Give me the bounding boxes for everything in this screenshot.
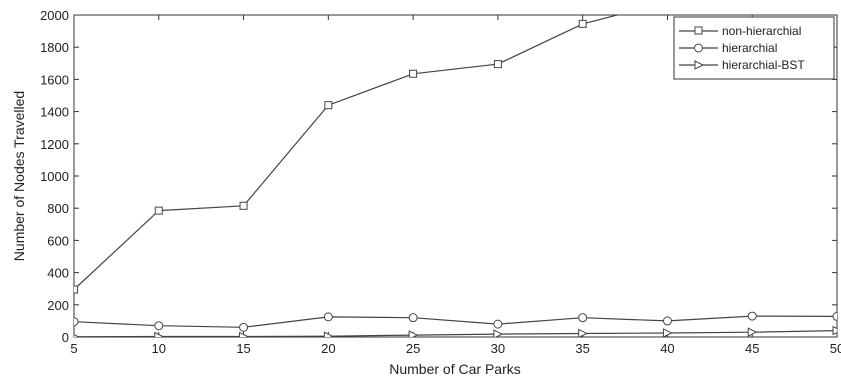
x-tick-label: 50 — [830, 341, 841, 356]
data-point-hierarchial — [323, 312, 333, 322]
data-point-non-hierarchial — [324, 101, 333, 110]
data-point-hierarchial — [74, 317, 79, 327]
legend-marker-circle-icon — [694, 43, 703, 53]
y-tick-label: 1400 — [40, 105, 69, 120]
data-point-hierarchial-bst — [578, 328, 588, 337]
legend-label-hierarchial: hierarchial — [722, 41, 777, 55]
x-tick-label: 5 — [70, 341, 77, 356]
x-axis-title: Number of Car Parks — [389, 361, 520, 377]
data-point-hierarchial-bst — [747, 327, 758, 337]
y-tick-label: 1000 — [40, 169, 69, 184]
x-axis-ticks: 5 10 15 20 25 30 35 40 45 50 — [70, 15, 841, 356]
y-tick-label: 2000 — [40, 8, 69, 23]
data-point-non-hierarchial — [578, 19, 587, 28]
y-tick-label: 200 — [47, 298, 69, 313]
data-point-hierarchial — [408, 313, 418, 323]
data-point-non-hierarchial — [493, 60, 502, 69]
x-tick-label: 45 — [745, 341, 759, 356]
data-point-hierarchial — [578, 313, 588, 323]
data-point-hierarchial-bst — [74, 334, 80, 337]
legend-label-hierarchial-bst: hierarchial-BST — [722, 58, 805, 72]
y-tick-label: 1200 — [40, 137, 69, 152]
data-point-hierarchial-bst — [408, 330, 419, 337]
data-point-non-hierarchial — [664, 0, 671, 6]
data-point-hierarchial — [662, 316, 672, 326]
data-point-hierarchial-bst — [832, 325, 837, 336]
series-line-non-hierarchial — [74, 15, 620, 290]
data-point-hierarchial — [747, 311, 757, 321]
x-tick-label: 10 — [152, 341, 166, 356]
y-tick-label: 800 — [47, 201, 69, 216]
data-point-non-hierarchial — [154, 206, 163, 215]
y-tick-label: 400 — [47, 266, 69, 281]
data-point-hierarchial — [154, 321, 164, 331]
legend-item-non-hierarchial: non-hierarchial — [679, 24, 801, 38]
legend-marker-square-icon — [694, 26, 703, 35]
data-point-non-hierarchial — [239, 201, 248, 210]
legend-marker-triangle-icon — [694, 60, 705, 70]
series-line-hierarchial-bst — [74, 330, 837, 337]
y-tick-label: 600 — [47, 233, 69, 248]
data-point-hierarchial — [832, 311, 837, 321]
data-point-hierarchial-bst — [239, 331, 249, 337]
data-point-hierarchial-bst — [323, 331, 334, 337]
legend-label-non-hierarchial: non-hierarchial — [722, 24, 801, 38]
data-point-hierarchial — [493, 319, 503, 329]
data-point-hierarchial-bst — [493, 329, 504, 337]
legend: non-hierarchial hierarchial hierarchial-… — [673, 16, 835, 80]
legend-item-hierarchial: hierarchial — [679, 41, 777, 55]
data-point-non-hierarchial — [409, 69, 418, 78]
x-tick-label: 25 — [406, 341, 420, 356]
y-axis-title: Number of Nodes Travelled — [11, 91, 27, 261]
data-point-non-hierarchial — [74, 285, 78, 294]
x-tick-label: 30 — [491, 341, 505, 356]
y-tick-label: 0 — [62, 330, 69, 345]
x-tick-label: 15 — [236, 341, 250, 356]
data-point-hierarchial-bst — [662, 328, 673, 337]
y-tick-label: 1600 — [40, 72, 69, 87]
series-layer — [74, 0, 837, 337]
data-point-hierarchial — [239, 322, 249, 332]
y-tick-label: 1800 — [40, 40, 69, 55]
x-tick-label: 40 — [660, 341, 674, 356]
data-point-hierarchial-bst — [154, 331, 164, 337]
series-line-hierarchial — [74, 315, 837, 328]
y-axis-ticks: 0 200 400 600 800 1000 1200 1400 1600 1800 2000 — [40, 8, 837, 345]
x-tick-label: 20 — [321, 341, 335, 356]
legend-item-hierarchial-bst: hierarchial-BST — [679, 58, 805, 72]
x-tick-label: 35 — [575, 341, 589, 356]
